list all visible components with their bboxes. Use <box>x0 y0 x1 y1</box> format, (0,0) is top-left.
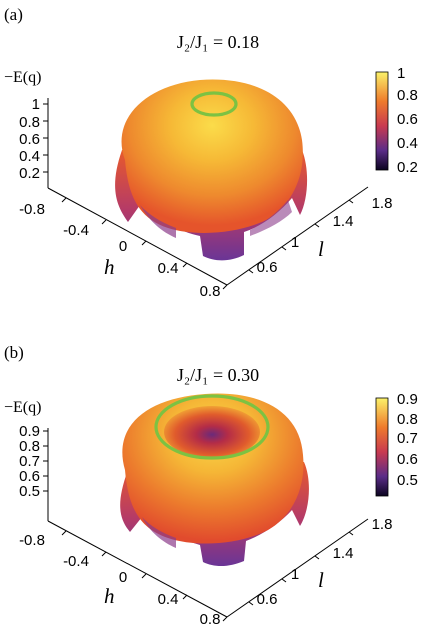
h-tick: 0.4 <box>158 591 179 608</box>
z-ticks: 1 0.8 0.6 0.4 0.2 <box>19 96 40 182</box>
z-tick: 0.8 <box>19 438 40 455</box>
energy-surface <box>120 393 309 567</box>
colorbar-tick: 0.9 <box>397 391 418 408</box>
colorbar-ticks: 0.9 0.8 0.7 0.6 0.5 <box>397 391 418 489</box>
l-axis-label: l <box>318 237 324 261</box>
l-tick-marks <box>248 199 354 274</box>
axis-box <box>47 428 369 618</box>
h-ticks: -0.8 -0.4 0 0.4 0.8 <box>19 532 220 627</box>
panel-label: (b) <box>4 343 24 362</box>
z-axis-label: −E(q) <box>4 399 41 416</box>
z-tick: 0.6 <box>19 468 40 485</box>
panel-title: J₂/J₁ = 0.18 <box>177 32 259 52</box>
colorbar-tick: 0.4 <box>397 135 418 152</box>
z-tick: 0.7 <box>19 453 40 470</box>
colorbar-tick: 0.2 <box>397 159 418 176</box>
max-ring <box>190 91 238 117</box>
panel-a: (a) J₂/J₁ = 0.18 −E(q) 1 0.8 0.6 0.4 0.2… <box>4 5 418 300</box>
max-ring <box>154 394 270 460</box>
axis-box <box>47 98 369 286</box>
l-tick: 1 <box>291 566 299 583</box>
l-tick: 1.8 <box>372 516 393 533</box>
h-tick-marks <box>61 197 228 290</box>
z-tick-marks <box>43 430 48 492</box>
l-axis-label: l <box>318 568 324 592</box>
colorbar-ticks: 1 0.8 0.6 0.4 0.2 <box>397 65 418 176</box>
z-tick: 0.8 <box>19 114 40 131</box>
colorbar-tick: 0.8 <box>397 411 418 428</box>
h-tick: 0.8 <box>200 283 221 300</box>
l-tick: 1.4 <box>333 213 354 230</box>
z-axis-label: −E(q) <box>4 69 41 86</box>
h-tick: -0.4 <box>63 222 89 239</box>
z-ticks: 0.9 0.8 0.7 0.6 0.5 <box>19 423 40 500</box>
h-tick: -0.8 <box>19 201 45 218</box>
panel-b: (b) J₂/J₁ = 0.30 −E(q) 0.9 0.8 0.7 0.6 0… <box>4 343 418 627</box>
z-tick: 0.6 <box>19 131 40 148</box>
h-tick: -0.8 <box>19 532 45 549</box>
colorbar-tick: 0.5 <box>397 472 418 489</box>
energy-surface <box>115 79 308 261</box>
h-axis-label: h <box>104 584 115 608</box>
z-tick-marks <box>43 103 48 173</box>
h-ticks: -0.8 -0.4 0 0.4 0.8 <box>19 201 220 300</box>
z-tick: 0.4 <box>19 148 40 165</box>
colorbar <box>375 397 389 497</box>
l-tick: 1.8 <box>372 195 393 212</box>
l-tick: 0.6 <box>257 591 278 608</box>
h-axis-label: h <box>104 255 115 279</box>
z-tick: 1 <box>32 96 40 113</box>
z-tick: 0.5 <box>19 483 40 500</box>
z-tick: 0.9 <box>19 423 40 440</box>
colorbar-tick: 0.8 <box>397 87 418 104</box>
panel-label: (a) <box>4 5 23 24</box>
l-tick: 1.4 <box>333 545 354 562</box>
l-ticks: 0.6 1 1.4 1.8 <box>257 516 393 608</box>
h-tick: -0.4 <box>63 553 89 570</box>
l-tick: 0.6 <box>257 259 278 276</box>
colorbar-tick: 1 <box>397 65 405 82</box>
colorbar-tick: 0.6 <box>397 451 418 468</box>
h-tick: 0 <box>119 238 127 255</box>
l-ticks: 0.6 1 1.4 1.8 <box>257 195 393 276</box>
colorbar <box>375 71 389 171</box>
panel-title: J₂/J₁ = 0.30 <box>177 365 259 385</box>
h-tick: 0.4 <box>158 260 179 277</box>
h-tick: 0 <box>119 569 127 586</box>
l-tick-marks <box>248 531 354 606</box>
colorbar-tick: 0.7 <box>397 430 418 447</box>
z-tick: 0.2 <box>19 165 40 182</box>
center-dip <box>164 406 260 458</box>
h-tick-marks <box>61 530 228 622</box>
colorbar-tick: 0.6 <box>397 111 418 128</box>
h-tick: 0.8 <box>200 611 221 627</box>
l-tick: 1 <box>291 234 299 251</box>
